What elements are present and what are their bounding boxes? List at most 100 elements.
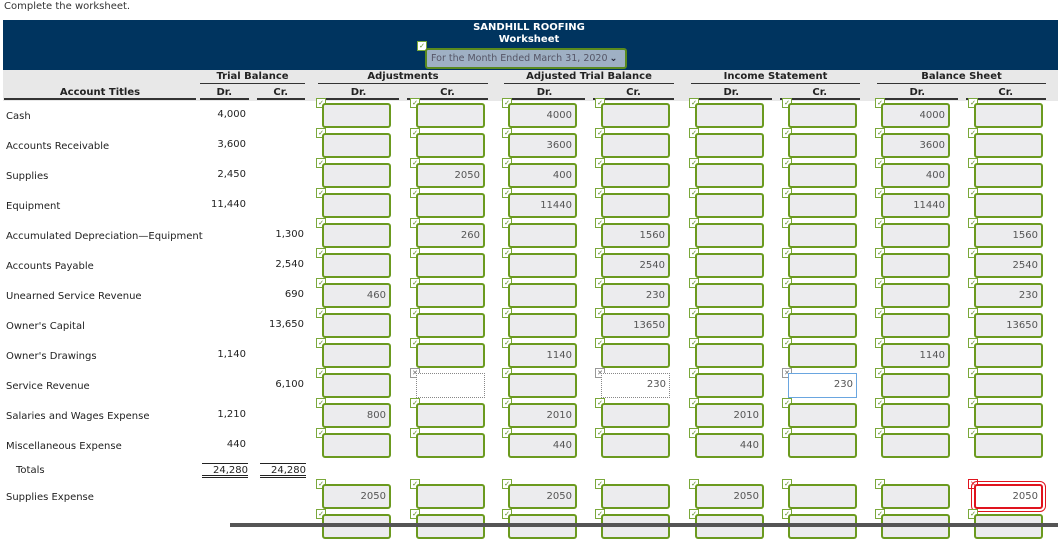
worksheet-input[interactable]	[695, 163, 764, 188]
worksheet-input[interactable]	[601, 343, 670, 368]
worksheet-input[interactable]	[508, 223, 577, 248]
worksheet-input[interactable]: 4000	[508, 103, 577, 128]
worksheet-input[interactable]: 2010	[695, 403, 764, 428]
worksheet-input[interactable]	[788, 253, 857, 278]
worksheet-input[interactable]	[601, 103, 670, 128]
worksheet-input[interactable]	[322, 163, 391, 188]
worksheet-input[interactable]	[881, 433, 950, 458]
worksheet-input[interactable]	[788, 343, 857, 368]
worksheet-input[interactable]	[508, 373, 577, 398]
worksheet-input[interactable]	[974, 343, 1043, 368]
worksheet-input[interactable]: 230	[788, 373, 857, 398]
worksheet-input[interactable]: 1560	[601, 223, 670, 248]
worksheet-input[interactable]	[881, 253, 950, 278]
worksheet-input[interactable]	[601, 433, 670, 458]
worksheet-input[interactable]	[695, 313, 764, 338]
worksheet-input[interactable]	[416, 403, 485, 428]
worksheet-input[interactable]	[695, 283, 764, 308]
worksheet-input[interactable]: 2540	[601, 253, 670, 278]
worksheet-input[interactable]	[788, 163, 857, 188]
period-dropdown[interactable]: For the Month Ended March 31, 2020 ⌄	[425, 48, 627, 69]
worksheet-input[interactable]: 13650	[974, 313, 1043, 338]
worksheet-input[interactable]: 1140	[508, 343, 577, 368]
worksheet-input[interactable]	[788, 484, 857, 509]
worksheet-input[interactable]: 2010	[508, 403, 577, 428]
worksheet-input[interactable]	[416, 253, 485, 278]
worksheet-input[interactable]	[788, 283, 857, 308]
worksheet-input[interactable]: 2050	[416, 163, 485, 188]
worksheet-input[interactable]	[322, 103, 391, 128]
worksheet-input[interactable]	[881, 484, 950, 509]
worksheet-input[interactable]: 230	[601, 373, 670, 398]
worksheet-input[interactable]	[322, 343, 391, 368]
worksheet-input[interactable]	[508, 313, 577, 338]
worksheet-input[interactable]	[695, 193, 764, 218]
worksheet-input[interactable]	[881, 313, 950, 338]
worksheet-input[interactable]	[695, 343, 764, 368]
worksheet-input[interactable]: 2050	[508, 484, 577, 509]
worksheet-input[interactable]	[788, 313, 857, 338]
worksheet-input[interactable]	[416, 484, 485, 509]
horizontal-scrollbar[interactable]	[230, 523, 1058, 527]
worksheet-input[interactable]: 260	[416, 223, 485, 248]
worksheet-input[interactable]	[788, 433, 857, 458]
worksheet-input[interactable]	[416, 313, 485, 338]
worksheet-input[interactable]	[881, 283, 950, 308]
worksheet-input[interactable]	[974, 193, 1043, 218]
worksheet-input[interactable]: 400	[508, 163, 577, 188]
worksheet-input[interactable]	[322, 133, 391, 158]
worksheet-input[interactable]	[416, 133, 485, 158]
worksheet-input[interactable]	[974, 133, 1043, 158]
worksheet-input[interactable]: 440	[695, 433, 764, 458]
worksheet-input[interactable]	[881, 223, 950, 248]
worksheet-input[interactable]	[788, 103, 857, 128]
worksheet-input[interactable]: 460	[322, 283, 391, 308]
worksheet-input[interactable]: 11440	[881, 193, 950, 218]
worksheet-input[interactable]	[601, 484, 670, 509]
worksheet-input[interactable]: 3600	[881, 133, 950, 158]
worksheet-input[interactable]: 1140	[881, 343, 950, 368]
worksheet-input[interactable]	[788, 133, 857, 158]
worksheet-input[interactable]	[416, 433, 485, 458]
worksheet-input[interactable]	[881, 403, 950, 428]
worksheet-input[interactable]	[788, 223, 857, 248]
worksheet-input[interactable]: 230	[601, 283, 670, 308]
worksheet-input[interactable]: 11440	[508, 193, 577, 218]
worksheet-input[interactable]	[881, 373, 950, 398]
worksheet-input[interactable]: 4000	[881, 103, 950, 128]
worksheet-input[interactable]	[601, 133, 670, 158]
worksheet-input[interactable]	[416, 103, 485, 128]
worksheet-input[interactable]	[416, 283, 485, 308]
worksheet-input[interactable]: 400	[881, 163, 950, 188]
worksheet-input[interactable]	[322, 253, 391, 278]
worksheet-input[interactable]	[974, 103, 1043, 128]
worksheet-input[interactable]: 3600	[508, 133, 577, 158]
worksheet-input[interactable]: 1560	[974, 223, 1043, 248]
worksheet-input[interactable]	[416, 193, 485, 218]
worksheet-input[interactable]	[788, 403, 857, 428]
worksheet-input[interactable]: 13650	[601, 313, 670, 338]
worksheet-input[interactable]	[416, 343, 485, 368]
worksheet-input[interactable]	[695, 103, 764, 128]
worksheet-input[interactable]	[601, 163, 670, 188]
worksheet-input[interactable]	[601, 193, 670, 218]
worksheet-input[interactable]: 2050	[971, 481, 1046, 512]
worksheet-input[interactable]	[322, 433, 391, 458]
worksheet-input[interactable]: 2050	[695, 484, 764, 509]
worksheet-input[interactable]	[974, 373, 1043, 398]
worksheet-input[interactable]: 2050	[322, 484, 391, 509]
worksheet-input[interactable]: 440	[508, 433, 577, 458]
worksheet-input[interactable]	[416, 373, 485, 398]
worksheet-input[interactable]	[322, 193, 391, 218]
worksheet-input[interactable]	[974, 433, 1043, 458]
worksheet-input[interactable]	[974, 403, 1043, 428]
worksheet-input[interactable]	[322, 313, 391, 338]
worksheet-input[interactable]	[974, 163, 1043, 188]
worksheet-input[interactable]	[322, 223, 391, 248]
worksheet-input[interactable]: 2540	[974, 253, 1043, 278]
worksheet-input[interactable]	[695, 223, 764, 248]
worksheet-input[interactable]	[508, 253, 577, 278]
worksheet-input[interactable]: 800	[322, 403, 391, 428]
worksheet-input[interactable]	[695, 253, 764, 278]
worksheet-input[interactable]: 230	[974, 283, 1043, 308]
